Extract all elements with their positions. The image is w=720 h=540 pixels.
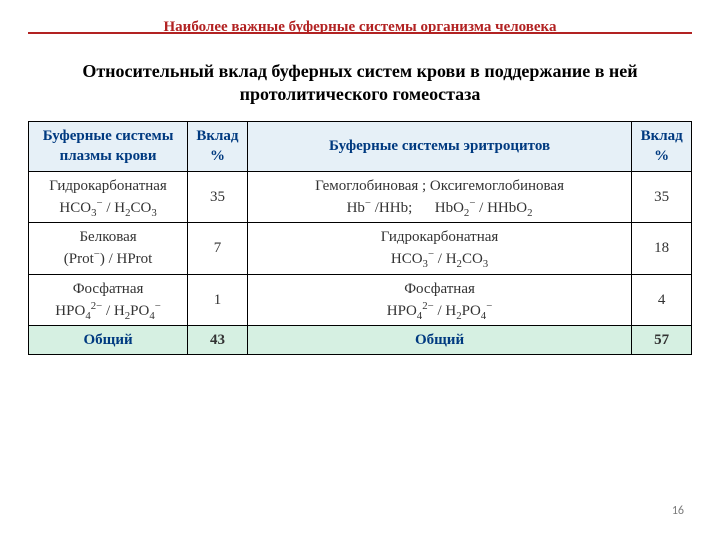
- plasma-pct-cell: 35: [188, 171, 248, 223]
- total-value-left: 43: [188, 326, 248, 355]
- col-header-plasma: Буферные системыплазмы крови: [29, 122, 188, 172]
- total-value-right: 57: [632, 326, 692, 355]
- plasma-system-name: Фосфатная: [33, 279, 183, 299]
- eryth-system-name: Гемоглобиновая ; Оксигемоглобиновая: [252, 176, 628, 196]
- plasma-system-cell: Белковая(Prot−) / HProt: [29, 223, 188, 275]
- eryth-pct-cell: 4: [632, 274, 692, 326]
- table-row: ГидрокарбонатнаяHCO3− / H2CO335Гемоглоби…: [29, 171, 692, 223]
- plasma-pct-cell: 7: [188, 223, 248, 275]
- subtitle-line-1: Относительный вклад буферных систем кров…: [82, 61, 637, 81]
- eryth-system-formula: HPO42− / H2PO4−: [252, 301, 628, 321]
- eryth-system-cell: ФосфатнаяHPO42− / H2PO4−: [247, 274, 632, 326]
- header-title: Наиболее важные буферные системы организ…: [28, 19, 692, 36]
- subtitle-line-2: протолитического гомеостаза: [240, 84, 481, 104]
- eryth-system-cell: Гемоглобиновая ; ОксигемоглобиноваяHb− /…: [247, 171, 632, 223]
- eryth-pct-cell: 18: [632, 223, 692, 275]
- buffer-table: Буферные системыплазмы крови Вклад% Буфе…: [28, 121, 692, 355]
- total-label-right: Общий: [247, 326, 632, 355]
- plasma-system-formula: (Prot−) / HProt: [33, 249, 183, 269]
- table-row: Белковая(Prot−) / HProt7Гидрокарбонатная…: [29, 223, 692, 275]
- col-header-plasma-pct: Вклад%: [188, 122, 248, 172]
- eryth-system-name: Гидрокарбонатная: [252, 227, 628, 247]
- eryth-system-name: Фосфатная: [252, 279, 628, 299]
- header-rule: Наиболее важные буферные системы организ…: [28, 12, 692, 34]
- page-number: 16: [672, 504, 684, 518]
- plasma-pct-cell: 1: [188, 274, 248, 326]
- plasma-system-formula: HPO42− / H2PO4−: [33, 301, 183, 321]
- plasma-system-name: Белковая: [33, 227, 183, 247]
- eryth-system-formula: HCO3− / H2CO3: [252, 249, 628, 269]
- table-header-row: Буферные системыплазмы крови Вклад% Буфе…: [29, 122, 692, 172]
- plasma-system-cell: ГидрокарбонатнаяHCO3− / H2CO3: [29, 171, 188, 223]
- plasma-system-formula: HCO3− / H2CO3: [33, 198, 183, 218]
- plasma-system-name: Гидрокарбонатная: [33, 176, 183, 196]
- eryth-system-cell: ГидрокарбонатнаяHCO3− / H2CO3: [247, 223, 632, 275]
- eryth-pct-cell: 35: [632, 171, 692, 223]
- eryth-system-formula: Hb− /HHb; HbO2− / HHbO2: [252, 198, 628, 218]
- table-row: ФосфатнаяHPO42− / H2PO4−1ФосфатнаяHPO42−…: [29, 274, 692, 326]
- slide: Наиболее важные буферные системы организ…: [0, 0, 720, 540]
- subtitle: Относительный вклад буферных систем кров…: [28, 60, 692, 105]
- table-total-row: Общий 43 Общий 57: [29, 326, 692, 355]
- col-header-eryth-pct: Вклад%: [632, 122, 692, 172]
- col-header-eryth: Буферные системы эритроцитов: [247, 122, 632, 172]
- total-label-left: Общий: [29, 326, 188, 355]
- plasma-system-cell: ФосфатнаяHPO42− / H2PO4−: [29, 274, 188, 326]
- table-body: ГидрокарбонатнаяHCO3− / H2CO335Гемоглоби…: [29, 171, 692, 326]
